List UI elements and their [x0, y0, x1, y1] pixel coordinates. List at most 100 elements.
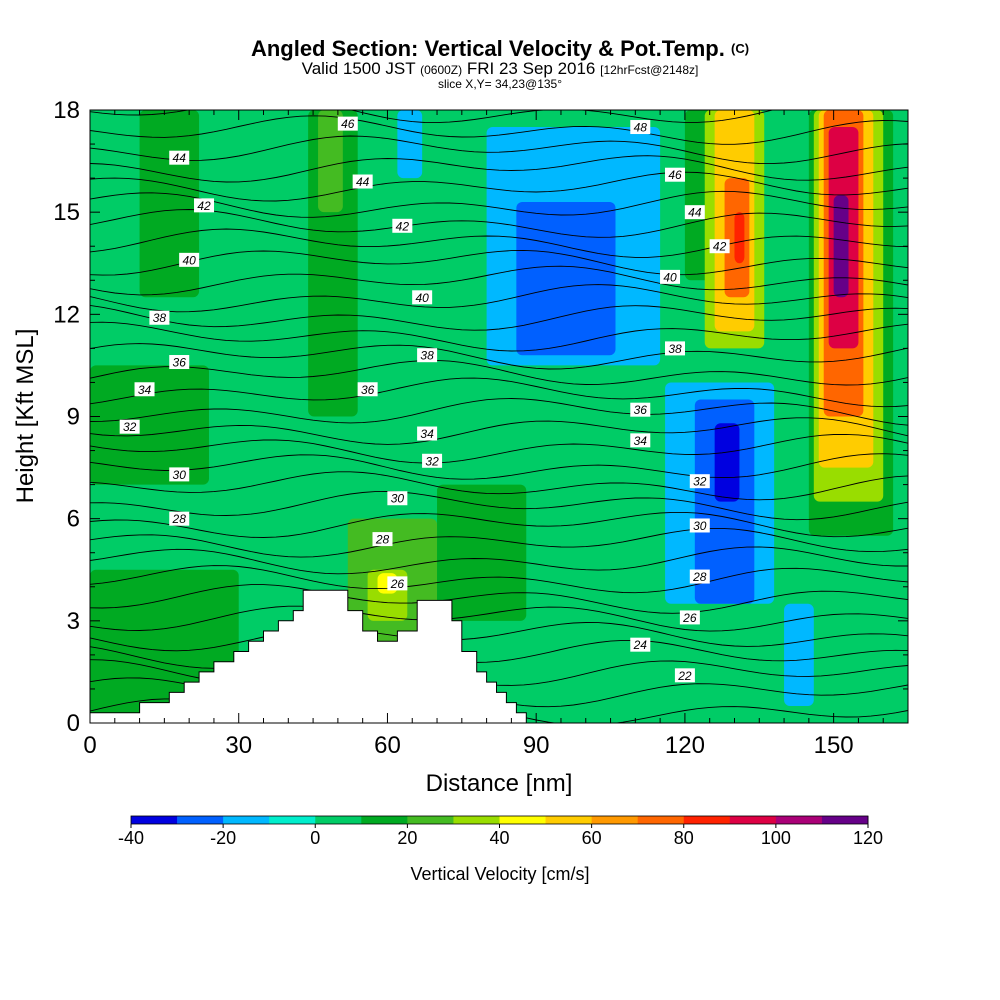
svg-text:40: 40	[182, 253, 196, 267]
theta-label: 24	[630, 637, 651, 652]
x-axis-label: Distance [nm]	[426, 770, 573, 797]
theta-contour	[90, 491, 908, 521]
svg-text:32: 32	[425, 454, 439, 468]
colorbar-label: Vertical Velocity [cm/s]	[410, 864, 589, 884]
theta-label: 40	[179, 252, 200, 267]
theta-contour	[90, 471, 908, 501]
colorbar-segment	[775, 816, 823, 824]
theta-contour	[90, 377, 908, 408]
svg-text:38: 38	[153, 311, 167, 325]
svg-text:40: 40	[663, 270, 677, 284]
theta-contour	[90, 417, 908, 445]
theta-label: 42	[709, 239, 730, 254]
y-tick-label: 18	[53, 97, 80, 124]
svg-text:44: 44	[356, 175, 370, 189]
colorbar-segment	[407, 816, 454, 824]
theta-label: 40	[660, 269, 681, 284]
svg-text:30: 30	[173, 468, 187, 482]
theta-label: 44	[169, 150, 190, 165]
theta-label: 28	[689, 569, 710, 584]
svg-text:30: 30	[391, 492, 405, 506]
svg-text:24: 24	[633, 638, 648, 652]
colorbar-segment	[269, 816, 316, 824]
theta-label: 26	[387, 576, 408, 591]
velocity-cell	[833, 195, 849, 298]
svg-text:28: 28	[172, 512, 187, 526]
colorbar-tick-label: 80	[674, 828, 694, 848]
theta-contour	[90, 398, 908, 426]
theta-label: 42	[194, 198, 215, 213]
theta-label: 30	[169, 467, 190, 482]
theta-label: 30	[689, 518, 710, 533]
colorbar-segment	[637, 816, 685, 824]
svg-text:36: 36	[634, 403, 648, 417]
theta-label: 32	[119, 419, 140, 434]
y-tick-label: 15	[53, 199, 80, 226]
svg-text:32: 32	[123, 420, 137, 434]
colorbar-segment	[821, 816, 869, 824]
colorbar-segment	[315, 816, 362, 824]
colorbar-segment	[683, 816, 731, 824]
svg-text:34: 34	[634, 434, 648, 448]
colorbar-segment	[223, 816, 270, 824]
velocity-cell	[90, 365, 209, 485]
y-tick-label: 3	[67, 608, 80, 635]
velocity-cell	[516, 201, 616, 356]
svg-text:44: 44	[173, 151, 187, 165]
svg-text:38: 38	[668, 342, 682, 356]
chart-title-mark: (C)	[731, 41, 750, 56]
terrain-profile	[90, 589, 527, 723]
theta-contour	[90, 527, 908, 558]
y-axis-label: Height [Kft MSL]	[12, 329, 39, 504]
theta-label: 22	[674, 668, 695, 683]
svg-text:46: 46	[341, 117, 355, 131]
colorbar-segment	[729, 816, 777, 824]
theta-contour	[90, 605, 908, 632]
theta-label: 40	[412, 290, 433, 305]
theta-label: 32	[422, 453, 443, 468]
colorbar-segment	[499, 816, 547, 824]
velocity-cell	[139, 110, 200, 298]
theta-label: 38	[664, 341, 685, 356]
svg-text:46: 46	[668, 168, 682, 182]
subtitle-date: FRI 23 Sep 2016	[466, 59, 596, 78]
theta-label: 44	[684, 205, 705, 220]
subtitle-valid: Valid 1500 JST	[301, 59, 416, 78]
velocity-cell	[437, 484, 527, 621]
svg-text:38: 38	[420, 349, 434, 363]
svg-text:42: 42	[197, 199, 211, 213]
velocity-cell	[318, 110, 343, 213]
svg-text:48: 48	[634, 121, 648, 135]
theta-contour	[90, 135, 908, 165]
theta-contour	[90, 228, 908, 258]
chart-title-main: Angled Section: Vertical Velocity & Pot.…	[250, 36, 725, 61]
theta-label: 26	[679, 610, 700, 625]
terrain	[90, 589, 527, 723]
theta-contour	[90, 304, 908, 331]
theta-contour	[90, 565, 908, 594]
svg-text:36: 36	[361, 383, 375, 397]
colorbar-tick-label: 20	[397, 828, 417, 848]
y-tick-label: 12	[53, 301, 80, 328]
chart-subtitle: Valid 1500 JST (0600Z) FRI 23 Sep 2016 […	[0, 60, 1000, 79]
svg-text:34: 34	[420, 427, 434, 441]
theta-label: 36	[357, 382, 378, 397]
theta-label: 36	[169, 355, 190, 370]
colorbar: -40 -20 0 20 40 60 80 100 120	[118, 815, 883, 848]
theta-label: 36	[630, 402, 651, 417]
x-tick-label: 0	[83, 732, 96, 759]
colorbar-tick-label: 60	[582, 828, 602, 848]
theta-contour	[90, 171, 908, 202]
theta-contour	[90, 584, 908, 614]
x-tick-label: 90	[523, 732, 550, 759]
colorbar-segment	[361, 816, 408, 824]
velocity-field	[90, 110, 908, 723]
theta-label: 30	[387, 491, 408, 506]
svg-text:34: 34	[138, 383, 152, 397]
theta-contour	[90, 78, 908, 107]
velocity-cell	[714, 423, 740, 502]
theta-contour	[90, 115, 908, 145]
theta-label: 42	[392, 218, 413, 233]
